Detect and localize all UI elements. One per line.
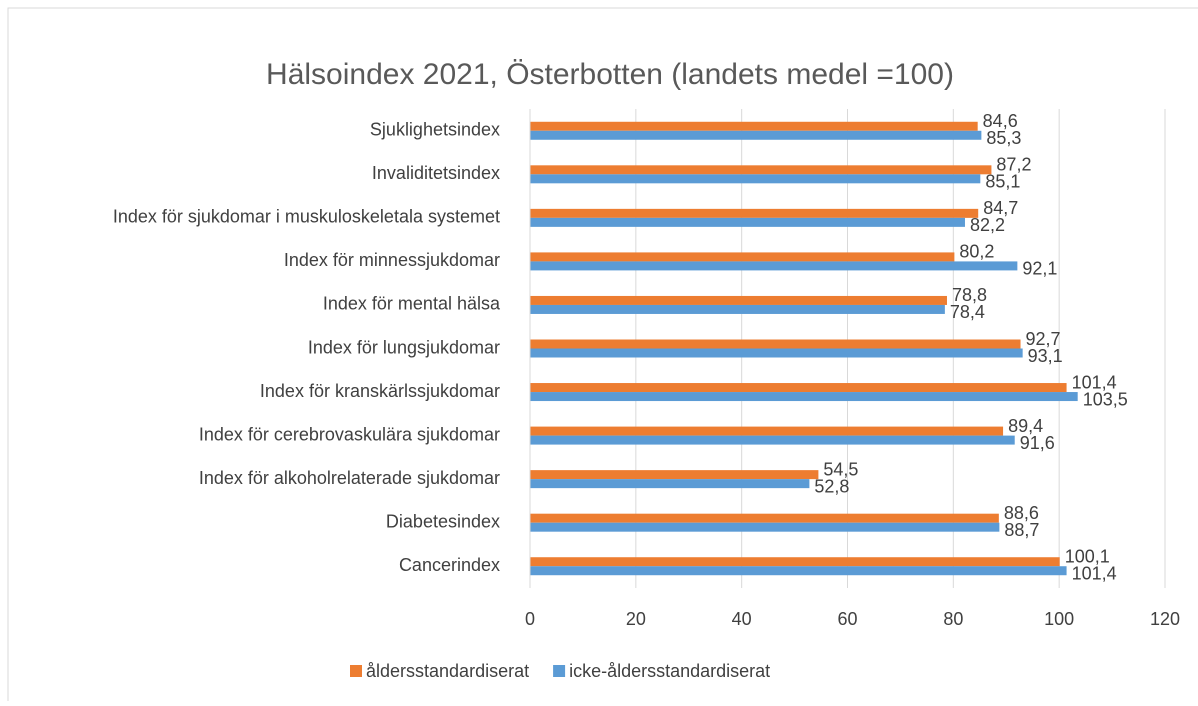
bar [530, 295, 947, 305]
x-tick-label: 60 [837, 609, 857, 629]
legend-label: icke-åldersstandardiserat [569, 661, 770, 681]
y-tick-label: Index för kranskärlssjukdomar [260, 381, 500, 401]
data-label: 103,5 [1083, 389, 1128, 409]
x-tick-label: 80 [943, 609, 963, 629]
bar [530, 383, 1067, 393]
y-tick-label: Index för minnessjukdomar [284, 250, 500, 270]
y-tick-label: Sjuklighetsindex [370, 120, 500, 140]
data-label: 85,3 [986, 128, 1021, 148]
data-label: 80,2 [959, 242, 994, 262]
x-tick-label: 100 [1044, 609, 1074, 629]
bar [530, 435, 1015, 445]
bar [530, 304, 945, 314]
y-tick-label: Index för sjukdomar i muskuloskeletala s… [113, 207, 500, 227]
bar [530, 174, 981, 184]
bar [530, 339, 1021, 349]
data-label: 88,7 [1004, 520, 1039, 540]
data-label: 89,4 [1008, 416, 1043, 436]
legend-label: åldersstandardiserat [366, 661, 529, 681]
x-tick-label: 20 [626, 609, 646, 629]
bar [530, 261, 1018, 271]
data-label: 101,4 [1072, 563, 1117, 583]
data-label: 82,2 [970, 215, 1005, 235]
data-label: 54,5 [823, 459, 858, 479]
bar [530, 479, 810, 489]
x-tick-label: 120 [1150, 609, 1180, 629]
data-label: 92,1 [1022, 259, 1057, 279]
bar [530, 557, 1060, 567]
chart-title: Hälsoindex 2021, Österbotten (landets me… [266, 58, 954, 91]
y-tick-label: Index för mental hälsa [323, 294, 501, 314]
legend-swatch [553, 665, 566, 677]
bar [530, 130, 982, 140]
bar [530, 426, 1004, 436]
data-label: 85,1 [985, 172, 1020, 192]
y-tick-label: Diabetesindex [386, 511, 500, 531]
bar [530, 208, 979, 218]
bar [530, 392, 1078, 402]
data-label: 101,4 [1072, 372, 1117, 392]
bar [530, 522, 1000, 532]
data-label: 52,8 [814, 476, 849, 496]
bar [530, 566, 1067, 576]
y-tick-label: Cancerindex [399, 555, 500, 575]
legend-swatch [350, 665, 362, 677]
data-label: 91,6 [1020, 433, 1055, 453]
x-tick-label: 0 [525, 609, 535, 629]
data-label: 100,1 [1065, 546, 1110, 566]
data-label: 87,2 [996, 155, 1031, 175]
data-label: 92,7 [1026, 329, 1061, 349]
bar [530, 348, 1023, 358]
x-tick-label: 40 [732, 609, 752, 629]
y-tick-label: Invaliditetsindex [372, 163, 500, 183]
bar [530, 217, 965, 227]
y-tick-label: Index för alkoholrelaterade sjukdomar [199, 468, 500, 488]
y-tick-label: Index för lungsjukdomar [308, 337, 500, 357]
data-label: 84,6 [983, 111, 1018, 131]
bar [530, 121, 978, 131]
data-label: 78,8 [952, 285, 987, 305]
data-label: 93,1 [1028, 346, 1063, 366]
bar [530, 252, 955, 262]
data-label: 88,6 [1004, 503, 1039, 523]
data-label: 78,4 [950, 302, 985, 322]
y-tick-label: Index för cerebrovaskulära sjukdomar [199, 424, 500, 444]
data-label: 84,7 [983, 198, 1018, 218]
bar [530, 470, 819, 480]
bar [530, 165, 992, 175]
bar [530, 513, 999, 523]
